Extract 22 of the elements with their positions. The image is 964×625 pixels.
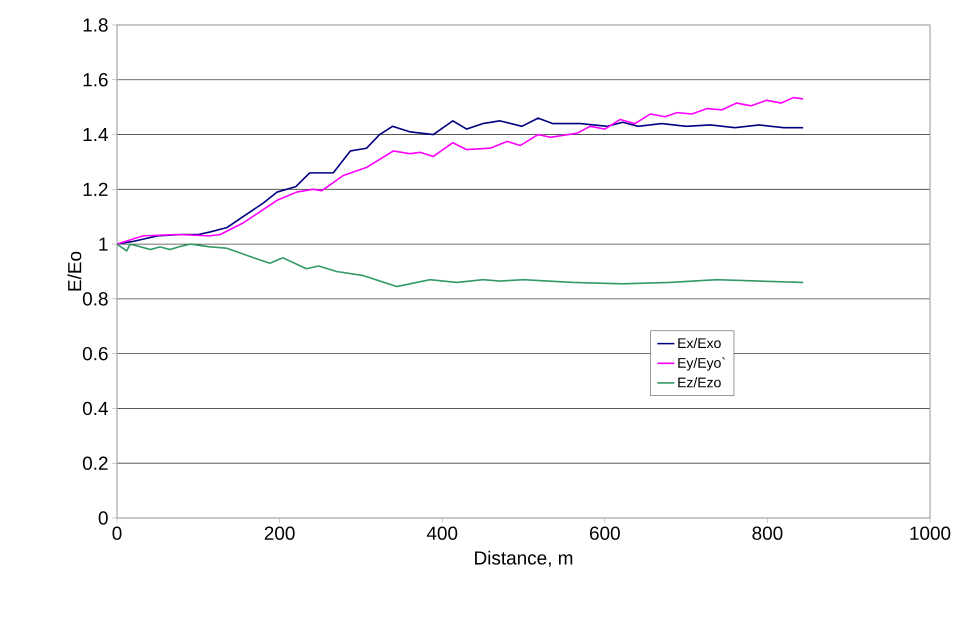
y-tick-label: 0.6 (82, 346, 108, 360)
y-tick-label: 1.4 (84, 128, 108, 142)
x-tick-label: 800 (752, 526, 782, 540)
y-tick-label: 1.6 (84, 73, 108, 86)
y-tick-label: 0.2 (82, 456, 108, 470)
x-tick-label: 600 (590, 526, 620, 540)
y-axis-title: E/Eo (67, 252, 82, 290)
legend-label: Ez/Ezo (678, 377, 721, 388)
x-tick-label: 200 (264, 526, 295, 540)
y-tick-label: 1 (99, 238, 108, 251)
y-tick-label: 1.8 (84, 18, 108, 32)
x-tick-label: 400 (426, 526, 458, 540)
y-tick-label: 0.4 (82, 402, 108, 416)
legend-label: Ey/Eyo` (678, 357, 725, 371)
legend-label: Ex/Exo (678, 338, 721, 348)
line-series (117, 243, 804, 288)
y-tick-label: 0 (98, 511, 108, 525)
x-tick-label: 1000 (910, 526, 950, 540)
y-tick-label: 1.2 (84, 182, 108, 196)
x-axis-title: Distance, m (475, 550, 572, 567)
y-tick-label: 0.8 (82, 292, 108, 306)
x-tick-label: 0 (112, 526, 122, 540)
